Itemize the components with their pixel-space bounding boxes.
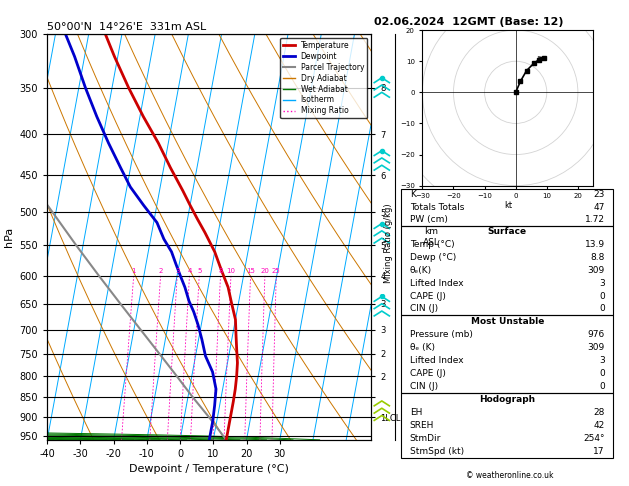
Text: Surface: Surface	[487, 227, 527, 236]
Text: CAPE (J): CAPE (J)	[409, 369, 446, 378]
X-axis label: Dewpoint / Temperature (°C): Dewpoint / Temperature (°C)	[129, 465, 289, 474]
Text: 8: 8	[218, 268, 223, 274]
Text: 1.72: 1.72	[585, 215, 605, 224]
X-axis label: kt: kt	[504, 201, 512, 209]
Text: Totals Totals: Totals Totals	[409, 203, 464, 211]
Text: 0: 0	[599, 369, 605, 378]
Text: PW (cm): PW (cm)	[409, 215, 448, 224]
Text: 2: 2	[159, 268, 163, 274]
Text: SREH: SREH	[409, 421, 434, 430]
Text: 0: 0	[599, 292, 605, 301]
Text: 02.06.2024  12GMT (Base: 12): 02.06.2024 12GMT (Base: 12)	[374, 17, 564, 27]
Text: StmDir: StmDir	[409, 434, 441, 443]
Text: 4: 4	[187, 268, 192, 274]
Y-axis label: hPa: hPa	[4, 227, 14, 247]
Text: CIN (J): CIN (J)	[409, 305, 438, 313]
Text: 8.8: 8.8	[591, 253, 605, 262]
Y-axis label: km
ASL: km ASL	[423, 227, 440, 246]
Text: 20: 20	[260, 268, 269, 274]
Text: 50°00'N  14°26'E  331m ASL: 50°00'N 14°26'E 331m ASL	[47, 22, 206, 32]
Text: K: K	[409, 190, 416, 199]
Text: Temp (°C): Temp (°C)	[409, 240, 454, 249]
Text: Pressure (mb): Pressure (mb)	[409, 330, 472, 339]
Text: 0: 0	[599, 305, 605, 313]
Text: 47: 47	[593, 203, 605, 211]
Text: 28: 28	[593, 408, 605, 417]
Text: 309: 309	[587, 343, 605, 352]
Text: Lifted Index: Lifted Index	[409, 279, 464, 288]
Text: 15: 15	[246, 268, 255, 274]
Text: 0: 0	[599, 382, 605, 391]
Text: 309: 309	[587, 266, 605, 275]
Text: 976: 976	[587, 330, 605, 339]
Text: 13.9: 13.9	[585, 240, 605, 249]
Text: EH: EH	[409, 408, 422, 417]
Text: 1: 1	[131, 268, 136, 274]
Text: 5: 5	[197, 268, 201, 274]
Text: Dewp (°C): Dewp (°C)	[409, 253, 456, 262]
Text: 3: 3	[599, 279, 605, 288]
Text: StmSpd (kt): StmSpd (kt)	[409, 447, 464, 456]
Text: 25: 25	[272, 268, 281, 274]
Text: θₑ(K): θₑ(K)	[409, 266, 432, 275]
Text: Lifted Index: Lifted Index	[409, 356, 464, 365]
Text: 17: 17	[593, 447, 605, 456]
Text: θₑ (K): θₑ (K)	[409, 343, 435, 352]
Text: 3: 3	[175, 268, 179, 274]
Text: 254°: 254°	[583, 434, 605, 443]
Text: Hodograph: Hodograph	[479, 395, 535, 404]
Legend: Temperature, Dewpoint, Parcel Trajectory, Dry Adiabat, Wet Adiabat, Isotherm, Mi: Temperature, Dewpoint, Parcel Trajectory…	[280, 38, 367, 119]
Text: CIN (J): CIN (J)	[409, 382, 438, 391]
Text: © weatheronline.co.uk: © weatheronline.co.uk	[465, 471, 554, 480]
Text: 3: 3	[599, 356, 605, 365]
Text: Most Unstable: Most Unstable	[470, 317, 544, 327]
Text: 10: 10	[226, 268, 235, 274]
Text: 23: 23	[593, 190, 605, 199]
Text: 42: 42	[594, 421, 605, 430]
Text: CAPE (J): CAPE (J)	[409, 292, 446, 301]
Text: Mixing Ratio (g/kg): Mixing Ratio (g/kg)	[384, 203, 393, 283]
